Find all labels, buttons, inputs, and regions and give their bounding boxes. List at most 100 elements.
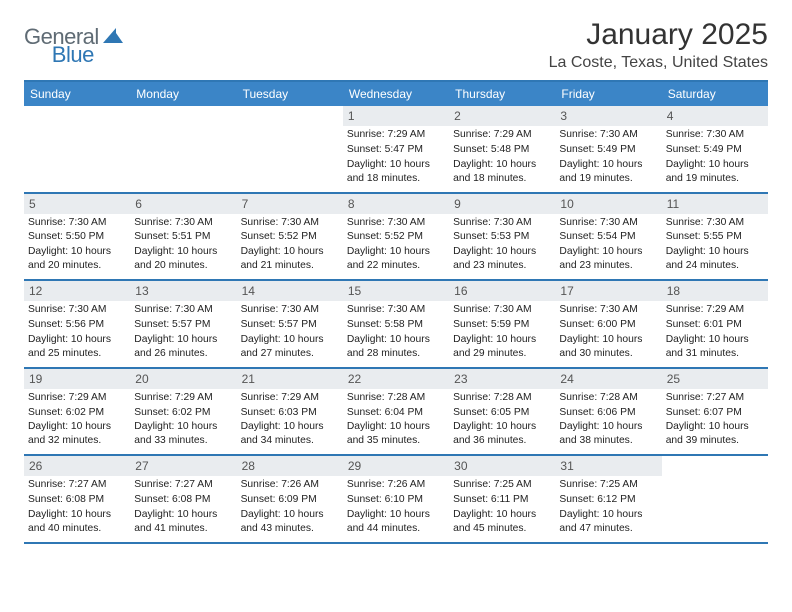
day-details: Sunrise: 7:29 AMSunset: 6:03 PMDaylight:… <box>241 391 339 449</box>
day-details: Sunrise: 7:30 AMSunset: 5:52 PMDaylight:… <box>347 216 445 274</box>
daylight-line: Daylight: 10 hours and 35 minutes. <box>347 420 445 448</box>
sunrise-line: Sunrise: 7:30 AM <box>134 303 232 317</box>
sunrise-line: Sunrise: 7:30 AM <box>241 216 339 230</box>
calendar-empty-cell <box>130 106 236 192</box>
daylight-line: Daylight: 10 hours and 28 minutes. <box>347 333 445 361</box>
sunset-line: Sunset: 6:04 PM <box>347 406 445 420</box>
sunrise-line: Sunrise: 7:30 AM <box>666 128 764 142</box>
sunset-line: Sunset: 5:48 PM <box>453 143 551 157</box>
calendar-day-cell: 12Sunrise: 7:30 AMSunset: 5:56 PMDayligh… <box>24 281 130 367</box>
calendar-week-row: 5Sunrise: 7:30 AMSunset: 5:50 PMDaylight… <box>24 194 768 282</box>
sunrise-line: Sunrise: 7:30 AM <box>347 216 445 230</box>
daylight-line: Daylight: 10 hours and 40 minutes. <box>28 508 126 536</box>
sunset-line: Sunset: 5:57 PM <box>134 318 232 332</box>
daylight-line: Daylight: 10 hours and 39 minutes. <box>666 420 764 448</box>
weekday-header-cell: Monday <box>130 82 236 106</box>
sunrise-line: Sunrise: 7:29 AM <box>666 303 764 317</box>
day-details: Sunrise: 7:30 AMSunset: 5:57 PMDaylight:… <box>241 303 339 361</box>
sunset-line: Sunset: 6:01 PM <box>666 318 764 332</box>
sunrise-line: Sunrise: 7:30 AM <box>453 303 551 317</box>
calendar-day-cell: 11Sunrise: 7:30 AMSunset: 5:55 PMDayligh… <box>662 194 768 280</box>
day-number: 24 <box>555 369 661 389</box>
day-details: Sunrise: 7:29 AMSunset: 6:01 PMDaylight:… <box>666 303 764 361</box>
calendar-empty-cell <box>237 106 343 192</box>
sunrise-line: Sunrise: 7:30 AM <box>453 216 551 230</box>
day-details: Sunrise: 7:30 AMSunset: 5:56 PMDaylight:… <box>28 303 126 361</box>
daylight-line: Daylight: 10 hours and 43 minutes. <box>241 508 339 536</box>
day-number: 22 <box>343 369 449 389</box>
sunrise-line: Sunrise: 7:29 AM <box>241 391 339 405</box>
daylight-line: Daylight: 10 hours and 29 minutes. <box>453 333 551 361</box>
day-number: 31 <box>555 456 661 476</box>
sunset-line: Sunset: 6:08 PM <box>134 493 232 507</box>
daylight-line: Daylight: 10 hours and 20 minutes. <box>28 245 126 273</box>
sunrise-line: Sunrise: 7:29 AM <box>134 391 232 405</box>
sunrise-line: Sunrise: 7:29 AM <box>28 391 126 405</box>
calendar-day-cell: 14Sunrise: 7:30 AMSunset: 5:57 PMDayligh… <box>237 281 343 367</box>
day-number: 13 <box>130 281 236 301</box>
weekday-header-cell: Tuesday <box>237 82 343 106</box>
day-number: 11 <box>662 194 768 214</box>
daylight-line: Daylight: 10 hours and 22 minutes. <box>347 245 445 273</box>
daylight-line: Daylight: 10 hours and 18 minutes. <box>347 158 445 186</box>
sunset-line: Sunset: 6:08 PM <box>28 493 126 507</box>
daylight-line: Daylight: 10 hours and 47 minutes. <box>559 508 657 536</box>
day-number: 20 <box>130 369 236 389</box>
day-number: 8 <box>343 194 449 214</box>
logo: General Blue <box>24 24 166 50</box>
weekday-header-cell: Sunday <box>24 82 130 106</box>
sunrise-line: Sunrise: 7:29 AM <box>347 128 445 142</box>
day-number: 5 <box>24 194 130 214</box>
daylight-line: Daylight: 10 hours and 34 minutes. <box>241 420 339 448</box>
weekday-header-cell: Wednesday <box>343 82 449 106</box>
sunrise-line: Sunrise: 7:30 AM <box>559 128 657 142</box>
sunrise-line: Sunrise: 7:28 AM <box>559 391 657 405</box>
calendar-empty-cell <box>24 106 130 192</box>
sunrise-line: Sunrise: 7:30 AM <box>559 216 657 230</box>
day-number: 26 <box>24 456 130 476</box>
day-details: Sunrise: 7:30 AMSunset: 5:50 PMDaylight:… <box>28 216 126 274</box>
calendar-day-cell: 26Sunrise: 7:27 AMSunset: 6:08 PMDayligh… <box>24 456 130 542</box>
calendar-day-cell: 29Sunrise: 7:26 AMSunset: 6:10 PMDayligh… <box>343 456 449 542</box>
day-number: 27 <box>130 456 236 476</box>
calendar-day-cell: 1Sunrise: 7:29 AMSunset: 5:47 PMDaylight… <box>343 106 449 192</box>
day-number: 12 <box>24 281 130 301</box>
sunrise-line: Sunrise: 7:26 AM <box>241 478 339 492</box>
sunset-line: Sunset: 6:06 PM <box>559 406 657 420</box>
sunset-line: Sunset: 6:05 PM <box>453 406 551 420</box>
daylight-line: Daylight: 10 hours and 23 minutes. <box>559 245 657 273</box>
day-details: Sunrise: 7:30 AMSunset: 5:51 PMDaylight:… <box>134 216 232 274</box>
daylight-line: Daylight: 10 hours and 25 minutes. <box>28 333 126 361</box>
day-number: 19 <box>24 369 130 389</box>
day-number: 4 <box>662 106 768 126</box>
day-details: Sunrise: 7:30 AMSunset: 5:53 PMDaylight:… <box>453 216 551 274</box>
calendar-week-row: 19Sunrise: 7:29 AMSunset: 6:02 PMDayligh… <box>24 369 768 457</box>
day-number: 2 <box>449 106 555 126</box>
weekday-header-row: SundayMondayTuesdayWednesdayThursdayFrid… <box>24 82 768 106</box>
calendar-day-cell: 28Sunrise: 7:26 AMSunset: 6:09 PMDayligh… <box>237 456 343 542</box>
day-details: Sunrise: 7:27 AMSunset: 6:08 PMDaylight:… <box>134 478 232 536</box>
sunrise-line: Sunrise: 7:30 AM <box>241 303 339 317</box>
sunset-line: Sunset: 5:51 PM <box>134 230 232 244</box>
calendar-day-cell: 21Sunrise: 7:29 AMSunset: 6:03 PMDayligh… <box>237 369 343 455</box>
calendar-week-row: 26Sunrise: 7:27 AMSunset: 6:08 PMDayligh… <box>24 456 768 544</box>
daylight-line: Daylight: 10 hours and 32 minutes. <box>28 420 126 448</box>
calendar-day-cell: 18Sunrise: 7:29 AMSunset: 6:01 PMDayligh… <box>662 281 768 367</box>
sunset-line: Sunset: 6:09 PM <box>241 493 339 507</box>
daylight-line: Daylight: 10 hours and 20 minutes. <box>134 245 232 273</box>
day-number: 1 <box>343 106 449 126</box>
day-number: 18 <box>662 281 768 301</box>
sunset-line: Sunset: 6:02 PM <box>28 406 126 420</box>
sunset-line: Sunset: 6:11 PM <box>453 493 551 507</box>
location-subtitle: La Coste, Texas, United States <box>549 54 768 72</box>
sunrise-line: Sunrise: 7:27 AM <box>666 391 764 405</box>
calendar-day-cell: 3Sunrise: 7:30 AMSunset: 5:49 PMDaylight… <box>555 106 661 192</box>
sunrise-line: Sunrise: 7:27 AM <box>134 478 232 492</box>
daylight-line: Daylight: 10 hours and 21 minutes. <box>241 245 339 273</box>
day-details: Sunrise: 7:30 AMSunset: 5:57 PMDaylight:… <box>134 303 232 361</box>
sunset-line: Sunset: 5:59 PM <box>453 318 551 332</box>
calendar-day-cell: 20Sunrise: 7:29 AMSunset: 6:02 PMDayligh… <box>130 369 236 455</box>
sunset-line: Sunset: 6:12 PM <box>559 493 657 507</box>
calendar-day-cell: 30Sunrise: 7:25 AMSunset: 6:11 PMDayligh… <box>449 456 555 542</box>
day-number: 7 <box>237 194 343 214</box>
